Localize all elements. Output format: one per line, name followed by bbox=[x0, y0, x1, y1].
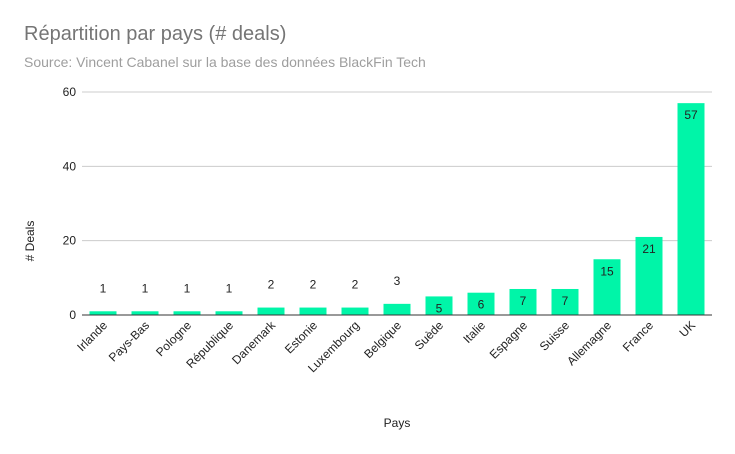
data-label: 7 bbox=[562, 294, 569, 308]
data-label: 15 bbox=[600, 264, 614, 278]
y-axis-title: # Deals bbox=[23, 221, 37, 262]
data-label: 1 bbox=[184, 281, 191, 295]
data-label: 7 bbox=[520, 294, 527, 308]
x-tick-label: France bbox=[620, 318, 657, 355]
x-tick-label: Pays-Bas bbox=[106, 318, 152, 364]
bar bbox=[593, 259, 621, 315]
bar bbox=[131, 311, 159, 315]
bar bbox=[341, 307, 369, 315]
data-label: 5 bbox=[436, 301, 443, 315]
y-tick-label: 40 bbox=[63, 159, 77, 173]
x-tick-label: Suisse bbox=[537, 318, 573, 354]
data-label: 57 bbox=[684, 108, 698, 122]
data-label: 1 bbox=[226, 281, 233, 295]
bar bbox=[89, 311, 117, 315]
data-label: 2 bbox=[310, 278, 317, 292]
x-tick-label: UK bbox=[676, 318, 698, 340]
x-tick-label: Belgique bbox=[361, 318, 404, 361]
bars bbox=[89, 103, 705, 316]
x-tick-label: Allemagne bbox=[564, 318, 614, 368]
bar bbox=[635, 236, 663, 315]
data-label: 21 bbox=[642, 242, 656, 256]
bar bbox=[383, 303, 411, 315]
bar bbox=[173, 311, 201, 315]
bar bbox=[467, 292, 495, 315]
chart-subtitle: Source: Vincent Cabanel sur la base des … bbox=[24, 54, 426, 70]
bar bbox=[257, 307, 285, 315]
x-tick-label: Pologne bbox=[153, 318, 194, 359]
bar bbox=[551, 288, 579, 315]
data-label: 2 bbox=[268, 278, 275, 292]
bar bbox=[677, 103, 705, 316]
y-tick-label: 60 bbox=[63, 85, 77, 99]
bar bbox=[299, 307, 327, 315]
grid-lines bbox=[82, 91, 712, 242]
data-label: 2 bbox=[352, 278, 359, 292]
bar bbox=[215, 311, 243, 315]
y-tick-label: 20 bbox=[63, 234, 77, 248]
y-axis-ticks: 0 20 40 60 bbox=[63, 85, 77, 322]
data-label: 1 bbox=[100, 281, 107, 295]
chart-title: Répartition par pays (# deals) bbox=[24, 23, 287, 45]
data-labels: 1 1 1 1 2 2 2 3 5 6 7 7 15 21 57 bbox=[100, 108, 698, 315]
y-tick-label: 0 bbox=[69, 308, 76, 322]
x-tick-label: Italie bbox=[460, 318, 488, 346]
data-label: 1 bbox=[142, 281, 149, 295]
bar bbox=[425, 296, 453, 315]
data-label: 3 bbox=[394, 274, 401, 288]
x-tick-label: Irlande bbox=[74, 318, 110, 354]
x-tick-label: Suède bbox=[412, 318, 447, 353]
x-tick-label: Danemark bbox=[229, 318, 279, 368]
x-axis-title: Pays bbox=[384, 416, 411, 430]
data-label: 6 bbox=[478, 298, 485, 312]
bar bbox=[509, 288, 537, 315]
x-tick-label: Espagne bbox=[487, 318, 531, 362]
x-tick-label: Estonie bbox=[282, 318, 320, 356]
